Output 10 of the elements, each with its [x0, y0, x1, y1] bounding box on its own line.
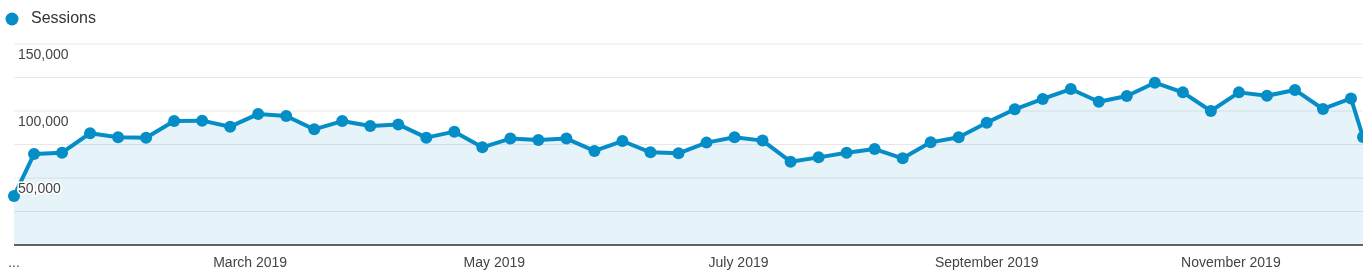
y-tick-label: 150,000: [18, 45, 69, 62]
x-tick-label: September 2019: [934, 254, 1039, 270]
legend-label: Sessions: [31, 9, 96, 27]
x-tick-label: May 2019: [463, 254, 526, 270]
x-tick-label: March 2019: [213, 254, 288, 270]
y-tick-label: 100,000: [18, 112, 69, 129]
x-tick-label: November 2019: [1181, 254, 1281, 270]
x-tick-label: ...: [8, 254, 20, 270]
y-tick-label: 50,000: [18, 179, 62, 196]
x-tick-label: July 2019: [708, 254, 769, 270]
